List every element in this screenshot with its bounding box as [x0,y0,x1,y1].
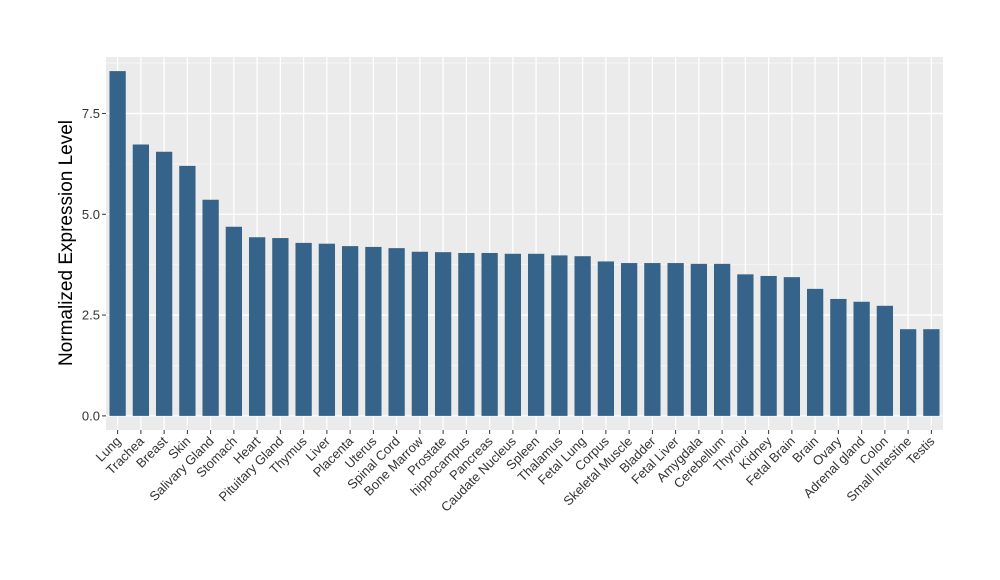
bar-liver [318,243,336,416]
bar-colon [876,305,894,416]
bar-thymus [295,242,312,416]
bar-salivary-gland [202,199,219,416]
bar-bladder [644,263,661,416]
bar-thyroid [737,274,754,416]
bars [109,71,940,416]
y-axis-ticks: 0.0 2.5 5.0 7.5 [82,106,106,423]
bar-kidney [760,275,777,416]
bar-cerebellum [713,263,731,416]
bar-adrenal-gland [853,301,870,416]
bar-fetal-liver [667,263,684,416]
bar-brain [806,288,824,416]
y-tick-label: 2.5 [82,308,100,323]
bar-ovary [830,298,847,416]
bar-pituitary-gland [272,238,289,416]
bar-spinal-cord [388,248,405,416]
bar-skin [179,165,196,416]
bar-amygdala [690,263,708,416]
x-tick-label: Testis [903,433,937,467]
bar-pancreas [481,252,498,416]
bar-thalamus [551,255,568,416]
bar-prostate [434,252,452,416]
bar-spleen [527,253,545,416]
bar-bone-marrow [411,251,429,416]
bar-skeletal-muscle [620,263,638,416]
y-tick-label: 7.5 [82,106,100,121]
bar-corpus [597,261,615,416]
bar-uterus [365,246,382,416]
bar-stomach [225,226,243,416]
bar-testis [923,329,940,416]
bar-hippocampus [458,252,475,416]
bar-lung [109,71,126,416]
bar-caudate-nucleus [504,253,522,416]
bar-fetal-brain [783,277,801,416]
y-axis-title: Normalized Expression Level [56,120,77,366]
bar-fetal-lung [574,256,591,416]
bar-heart [248,237,266,416]
plot-panel [106,57,943,430]
y-tick-label: 0.0 [82,408,100,423]
y-tick-label: 5.0 [82,207,100,222]
bar-placenta [341,246,359,416]
bar-small-intestine [899,329,917,416]
bar-breast [155,151,173,416]
bar-trachea [132,144,150,416]
